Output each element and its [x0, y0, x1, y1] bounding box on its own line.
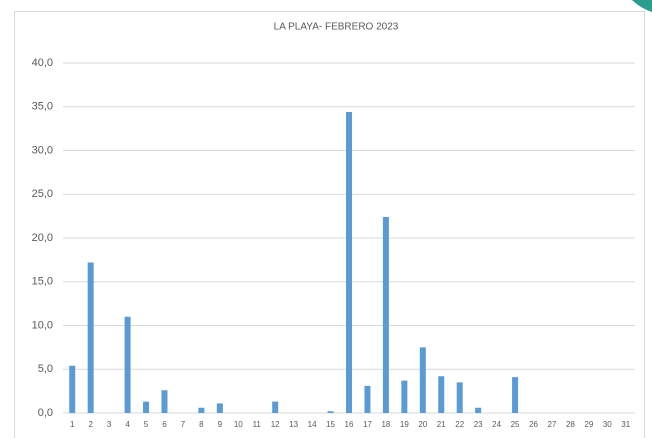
x-tick-label: 21: [437, 420, 446, 429]
x-tick-label: 14: [308, 420, 317, 429]
y-tick-label: 25,0: [32, 188, 53, 200]
x-tick-label: 1: [70, 420, 75, 429]
chart-title: LA PLAYA- FEBRERO 2023: [274, 22, 399, 33]
bar: [438, 376, 445, 413]
bar: [124, 316, 131, 413]
x-tick-label: 12: [271, 420, 280, 429]
y-tick-label: 40,0: [32, 57, 53, 69]
x-tick-label: 8: [199, 420, 204, 429]
corner-tab: [632, 0, 652, 12]
x-tick-label: 23: [474, 420, 483, 429]
bar: [198, 407, 205, 413]
y-tick-label: 35,0: [32, 101, 53, 113]
bar: [216, 403, 223, 413]
x-tick-label: 10: [234, 420, 243, 429]
x-tick-label: 6: [162, 420, 167, 429]
x-tick-label: 28: [566, 420, 575, 429]
x-tick-label: 29: [584, 420, 593, 429]
y-tick-label: 20,0: [32, 232, 53, 244]
x-tick-label: 22: [455, 420, 464, 429]
bar: [69, 365, 76, 413]
bar: [512, 377, 519, 413]
bar: [364, 385, 371, 413]
bar: [475, 407, 482, 413]
chart-frame: [14, 11, 645, 438]
bar: [456, 382, 463, 413]
x-tick-label: 9: [218, 420, 223, 429]
y-tick-label: 15,0: [32, 276, 53, 288]
x-tick-label: 2: [88, 420, 93, 429]
x-tick-label: 26: [529, 420, 538, 429]
bar: [382, 217, 389, 413]
y-tick-label: 10,0: [32, 319, 53, 331]
x-tick-label: 13: [289, 420, 298, 429]
bar: [419, 347, 426, 413]
bar: [346, 112, 352, 413]
x-tick-label: 19: [400, 420, 409, 429]
bar: [401, 380, 408, 413]
x-tick-label: 24: [492, 420, 501, 429]
x-tick-label: 5: [144, 420, 149, 429]
y-tick-label: 0,0: [38, 407, 53, 419]
x-tick-label: 20: [418, 420, 427, 429]
y-tick-label: 30,0: [32, 144, 53, 156]
x-tick-label: 15: [326, 420, 335, 429]
bar: [327, 411, 334, 413]
x-tick-label: 31: [621, 420, 630, 429]
x-tick-label: 25: [511, 420, 520, 429]
x-tick-label: 27: [548, 420, 557, 429]
x-tick-label: 7: [181, 420, 186, 429]
x-tick-label: 4: [125, 420, 130, 429]
x-tick-label: 11: [253, 420, 262, 429]
bar: [143, 401, 150, 413]
bar: [87, 262, 94, 413]
x-tick-label: 3: [107, 420, 112, 429]
bar: [161, 390, 168, 413]
x-tick-label: 30: [603, 420, 612, 429]
x-tick-label: 18: [381, 420, 390, 429]
x-tick-label: 16: [345, 420, 354, 429]
bar: [272, 401, 279, 413]
x-tick-label: 17: [363, 420, 372, 429]
y-tick-label: 5,0: [38, 363, 53, 375]
